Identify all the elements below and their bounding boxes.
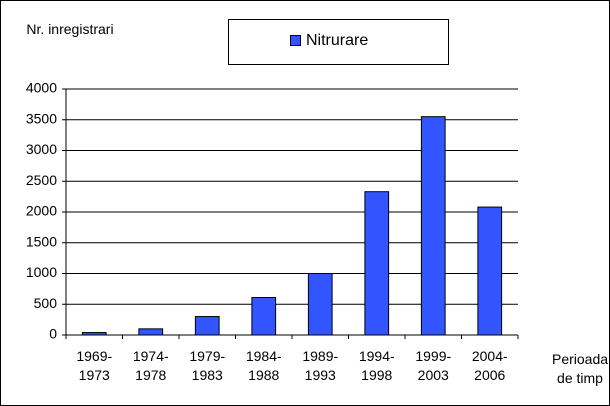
bar xyxy=(138,328,164,336)
bar xyxy=(477,206,503,336)
bar xyxy=(194,316,220,336)
legend-box xyxy=(228,19,449,65)
x-axis-label: Perioada de timp xyxy=(552,351,609,386)
x-tick-label: 1989-1993 xyxy=(302,348,339,383)
x-tick-label: 1999-2003 xyxy=(415,348,452,383)
y-tick-label: 1500 xyxy=(26,233,57,249)
y-tick-label: 2000 xyxy=(26,203,57,219)
bar xyxy=(364,191,390,336)
y-axis-label: Nr. inregistrari xyxy=(26,21,114,37)
bar xyxy=(420,116,446,336)
x-tick-label: 1979-1983 xyxy=(189,348,226,383)
x-tick-label: 1974-1978 xyxy=(132,348,169,383)
y-tick-label: 2500 xyxy=(26,172,57,188)
y-tick-label: 500 xyxy=(34,295,58,311)
y-tick-label: 0 xyxy=(49,326,57,342)
bar xyxy=(251,296,277,336)
x-tick-label: 1994-1998 xyxy=(358,348,395,383)
bar xyxy=(81,332,107,336)
x-tick-label: 1969-1973 xyxy=(76,348,113,383)
legend-swatch xyxy=(290,35,301,46)
y-tick-label: 3500 xyxy=(26,110,57,126)
bar xyxy=(307,273,333,336)
y-tick-label: 1000 xyxy=(26,264,57,280)
x-tick-label: 1984-1988 xyxy=(245,348,282,383)
x-tick-label: 2004-2006 xyxy=(471,348,508,383)
y-tick-label: 4000 xyxy=(26,80,57,96)
y-tick-label: 3000 xyxy=(26,141,57,157)
legend-label: Nitrurare xyxy=(306,32,368,49)
